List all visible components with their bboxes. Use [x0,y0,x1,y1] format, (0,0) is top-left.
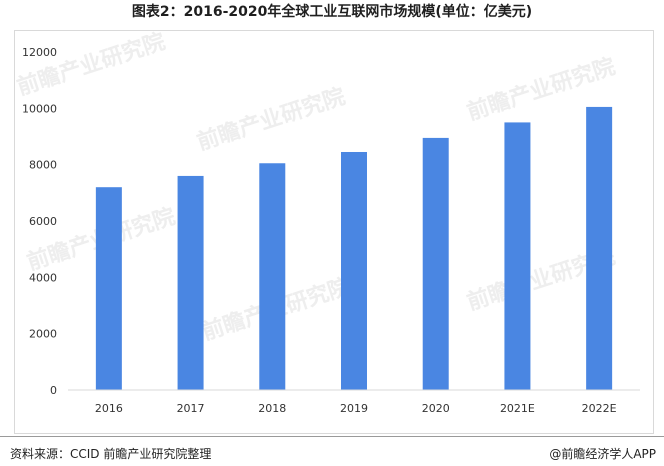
bar-2022E [586,106,613,391]
bar-2021E [504,122,531,391]
brand-credit: @前瞻经济学人APP [549,447,656,461]
y-tick-label: 6000 [29,215,57,228]
footer: 资料来源：CCID 前瞻产业研究院整理 @前瞻经济学人APP [0,436,664,466]
bars [95,106,613,391]
x-tick-label: 2016 [95,402,123,415]
x-tick-label: 2020 [422,402,450,415]
bar-2017 [177,175,204,390]
y-tick-label: 10000 [22,102,57,115]
x-axis-ticks: 2016 2017 2018 2019 2020 2021E 2022E [95,402,617,415]
watermark-text: 前瞻产业研究院 [14,28,169,100]
bar-2019 [341,151,367,390]
x-tick-label: 2018 [258,402,286,415]
bar-chart: 前瞻产业研究院 前瞻产业研究院 前瞻产业研究院 前瞻产业研究院 前瞻产业研究院 … [14,28,640,415]
chart-title: 图表2：2016-2020年全球工业互联网市场规模(单位：亿美元) [131,4,533,20]
y-tick-label: 8000 [29,159,57,172]
bar-2016 [95,187,122,390]
bar-2018 [259,163,286,390]
bar-2020 [422,137,449,390]
y-tick-label: 2000 [29,328,57,341]
x-tick-label: 2022E [582,402,617,415]
watermark-text: 前瞻产业研究院 [194,83,349,155]
x-tick-label: 2021E [500,402,535,415]
source-note: 资料来源：CCID 前瞻产业研究院整理 [10,447,212,461]
y-tick-label: 12000 [22,46,57,59]
x-tick-label: 2017 [177,402,205,415]
y-tick-label: 0 [50,384,57,397]
y-axis-ticks: 0 2000 4000 6000 8000 10000 12000 [22,46,57,397]
x-tick-label: 2019 [340,402,368,415]
y-tick-label: 4000 [29,271,57,284]
